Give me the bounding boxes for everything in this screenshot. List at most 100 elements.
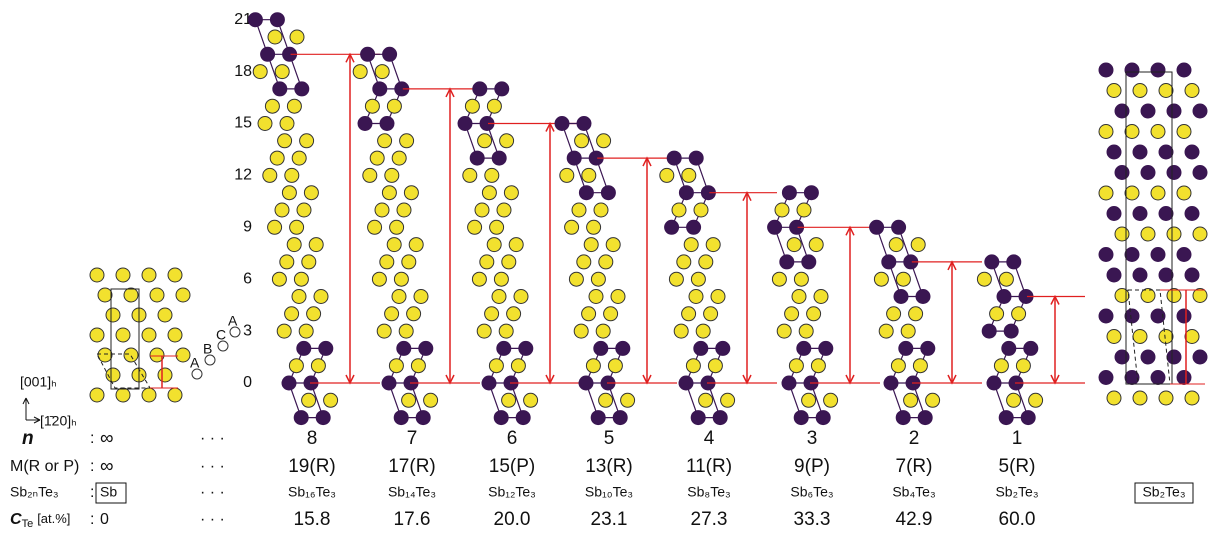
sb-atom xyxy=(158,368,172,382)
sb-atom xyxy=(116,388,130,402)
y-tick-label: 6 xyxy=(243,270,252,287)
sb-atom xyxy=(497,203,511,217)
formula: Sb₁₄Te₃ xyxy=(388,484,436,500)
sb-atom xyxy=(677,255,691,269)
te-atom xyxy=(1024,341,1038,355)
te-atom xyxy=(987,376,1001,390)
sb-atom xyxy=(660,168,674,182)
sb-atom xyxy=(1185,84,1199,98)
sb-atom xyxy=(399,324,413,338)
sb-atom xyxy=(586,359,600,373)
n-value: 5 xyxy=(604,428,615,449)
te-atom xyxy=(1133,207,1147,221)
sb-formula: Sb xyxy=(100,484,117,500)
te-atom xyxy=(577,117,591,131)
te-atom xyxy=(1125,248,1139,262)
y-tick-label: 12 xyxy=(234,167,252,184)
te-atom xyxy=(768,220,782,234)
sb-atom xyxy=(411,359,425,373)
te-atom xyxy=(270,13,284,27)
te-atom xyxy=(899,341,913,355)
sb-atom xyxy=(594,203,608,217)
te-atom xyxy=(497,341,511,355)
te-atom xyxy=(1193,350,1207,364)
sb-atom xyxy=(176,288,190,302)
sb-atom xyxy=(402,393,416,407)
sb-atom xyxy=(480,255,494,269)
te-atom xyxy=(687,220,701,234)
sb-atom xyxy=(591,272,605,286)
row-label-formula: Sb₂ₙTe₃ xyxy=(10,484,59,500)
sb-atom xyxy=(909,307,923,321)
sb-atom xyxy=(589,290,603,304)
cte-rest: [at.%] xyxy=(37,511,70,526)
sb-atom xyxy=(807,307,821,321)
sb-atom xyxy=(385,307,399,321)
sb-atom xyxy=(704,307,718,321)
te-atom xyxy=(282,376,296,390)
y-tick-label: 9 xyxy=(243,219,252,236)
te-atom xyxy=(1133,268,1147,282)
sb-atom xyxy=(1177,125,1191,139)
sb-atom xyxy=(502,393,516,407)
y-tick-label: 0 xyxy=(243,374,252,391)
sb-atom xyxy=(699,393,713,407)
sb-atom xyxy=(400,134,414,148)
sb-atom xyxy=(792,290,806,304)
sb-atom xyxy=(1141,227,1155,241)
te-atom xyxy=(884,376,898,390)
sb-atom xyxy=(142,328,156,342)
sb-atom xyxy=(300,134,314,148)
te-atom xyxy=(816,411,830,425)
te-atom xyxy=(716,341,730,355)
sb-atom xyxy=(307,307,321,321)
sb-atom xyxy=(787,238,801,252)
direction-a: [1̄20]ₕ xyxy=(40,413,77,429)
te-atom xyxy=(694,341,708,355)
sb-atom xyxy=(268,30,282,44)
y-tick-label: 15 xyxy=(234,115,252,132)
te-atom xyxy=(1141,350,1155,364)
te-atom xyxy=(997,290,1011,304)
m-label: 13(R) xyxy=(585,456,633,477)
formula: Sb₂Te₃ xyxy=(995,484,1038,500)
te-atom xyxy=(555,117,569,131)
sb-atom xyxy=(1133,330,1147,344)
sb-atom xyxy=(789,359,803,373)
sb-atom xyxy=(382,186,396,200)
sb-atom xyxy=(584,238,598,252)
sb-atom xyxy=(814,290,828,304)
sb-atom xyxy=(1125,186,1139,200)
te-atom xyxy=(1185,268,1199,282)
te-atom xyxy=(380,117,394,131)
sb-atom xyxy=(490,220,504,234)
te-atom xyxy=(273,82,287,96)
sb-atom xyxy=(368,220,382,234)
te-atom xyxy=(870,220,884,234)
te-atom xyxy=(601,186,615,200)
sb-atom xyxy=(314,290,328,304)
te-atom xyxy=(358,117,372,131)
te-atom xyxy=(361,47,375,61)
te-atom xyxy=(1177,309,1191,323)
te-atom xyxy=(591,411,605,425)
sb-atom xyxy=(596,324,610,338)
te-atom xyxy=(982,324,996,338)
sb-atom xyxy=(990,307,1004,321)
te-atom xyxy=(782,376,796,390)
separator: : xyxy=(90,511,94,528)
sb-atom xyxy=(299,324,313,338)
te-atom xyxy=(1193,166,1207,180)
sb-atom xyxy=(370,151,384,165)
sb2te3-formula: Sb₂Te₃ xyxy=(1142,484,1185,500)
sb-atom xyxy=(168,328,182,342)
sb-atom xyxy=(285,168,299,182)
te-atom xyxy=(780,255,794,269)
sb-atom xyxy=(1159,330,1173,344)
sb-atom xyxy=(294,272,308,286)
sb-atom xyxy=(280,117,294,131)
sb-atom xyxy=(168,388,182,402)
te-atom xyxy=(519,341,533,355)
sb-atom xyxy=(475,203,489,217)
cte-value: 60.0 xyxy=(999,509,1036,530)
